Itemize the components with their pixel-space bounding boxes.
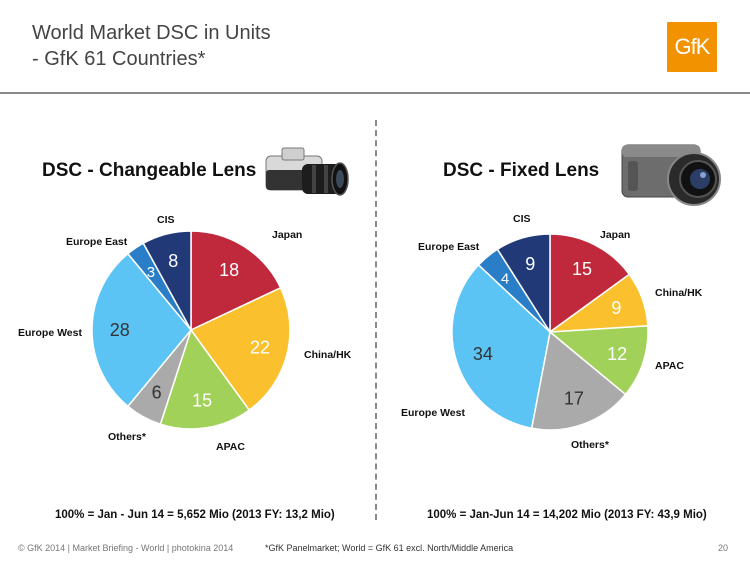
header-rule	[0, 92, 750, 94]
value-label-cis: 9	[525, 254, 535, 274]
value-label-europe-west: 34	[473, 344, 493, 364]
value-label-cis: 8	[168, 251, 178, 271]
slice-europe-west	[451, 263, 551, 430]
category-label-europe-east: Europe East	[418, 241, 480, 253]
footnote-changeable: 100% = Jan - Jun 14 = 5,652 Mio (2013 FY…	[55, 509, 335, 521]
value-label-japan: 15	[572, 259, 592, 279]
value-label-europe-east: 4	[501, 271, 509, 288]
category-label-others: Others*	[571, 439, 610, 451]
footnote-fixed: 100% = Jan-Jun 14 = 14,202 Mio (2013 FY:…	[427, 509, 707, 521]
slice-china-hk	[189, 286, 291, 412]
slice-cis	[496, 233, 551, 335]
category-label-cis: CIS	[157, 214, 175, 226]
category-label-others: Others*	[108, 431, 147, 443]
panel-note: *GfK Panelmarket; World = GfK 61 excl. N…	[265, 543, 514, 553]
chart-title-changeable: DSC - Changeable Lens	[42, 160, 257, 181]
compact-camera-icon	[621, 144, 721, 206]
category-label-china-hk: China/HK	[304, 349, 352, 361]
title-line-2: - GfK 61 Countries*	[32, 48, 206, 70]
value-label-apac: 15	[192, 390, 212, 410]
page-title: World Market DSC in Units - GfK 61 Count…	[32, 20, 271, 72]
page-number: 20	[718, 543, 729, 553]
category-label-japan: Japan	[600, 229, 630, 241]
category-label-china-hk: China/HK	[655, 287, 703, 299]
value-label-japan: 18	[219, 260, 239, 280]
slice-japan	[190, 230, 282, 332]
slice-apac	[548, 325, 649, 396]
value-label-others: 17	[564, 388, 584, 408]
slice-apac	[159, 328, 251, 430]
value-label-china-hk: 22	[250, 338, 270, 358]
category-label-cis: CIS	[513, 213, 531, 225]
title-line-1: World Market DSC in Units	[32, 22, 271, 44]
gfk-logo: GfK	[667, 22, 717, 72]
category-label-apac: APAC	[216, 441, 245, 453]
pie-fixed-lens: 15 Japan 9 China/HK 12 APAC 17 Others* 34 Europe …	[401, 213, 703, 451]
logo-text: GfK	[674, 34, 711, 59]
dslr-camera-icon	[265, 147, 349, 196]
value-label-apac: 12	[607, 344, 627, 364]
value-label-others: 6	[152, 382, 162, 402]
slice-japan	[549, 233, 631, 334]
slice-others	[530, 330, 627, 431]
copyright: © GfK 2014 | Market Briefing - World | p…	[18, 543, 234, 553]
slice-europe-west	[91, 252, 192, 408]
category-label-europe-west: Europe West	[401, 407, 465, 419]
value-label-china-hk: 9	[611, 298, 621, 318]
category-label-europe-west: Europe West	[18, 327, 82, 339]
category-label-europe-east: Europe East	[66, 236, 128, 248]
dashed-divider	[375, 120, 377, 520]
chart-title-fixed: DSC - Fixed Lens	[443, 160, 600, 181]
pie-changeable-lens: 18 Japan 22 China/HK 15 APAC 6 Others* 28 Europe …	[18, 214, 352, 453]
value-label-europe-west: 28	[110, 320, 130, 340]
category-label-japan: Japan	[272, 229, 302, 241]
category-label-apac: APAC	[655, 360, 684, 372]
slice-cis	[142, 230, 192, 331]
value-label-europe-east: 3	[147, 264, 155, 281]
